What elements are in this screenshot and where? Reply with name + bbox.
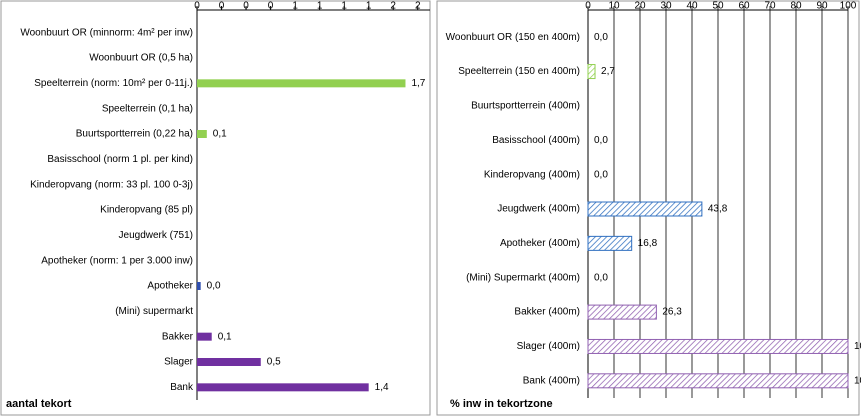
category-label: Slager (400m) [517, 341, 580, 352]
bar [587, 201, 703, 217]
category-label: Jeugdwerk (751) [119, 230, 193, 241]
x-tick-label: 70 [764, 1, 776, 12]
x-tick-label: 0 [585, 1, 591, 12]
category-label: Buurtsportterrein (0,22 ha) [76, 129, 193, 140]
value-label: 0,0 [594, 169, 608, 180]
value-label: 0,0 [207, 281, 221, 292]
value-label: 0,0 [594, 135, 608, 146]
category-label: Kinderopvang (norm: 33 pl. 100 0-3j) [30, 179, 193, 190]
x-tick-label: 1 [341, 1, 347, 12]
x-tick-label: 80 [790, 1, 802, 12]
value-label: 0,1 [218, 331, 232, 342]
value-label: 0,5 [267, 357, 281, 368]
x-tick-label: 30 [660, 1, 672, 12]
value-label: 0,0 [594, 272, 608, 283]
bar [587, 373, 849, 389]
category-label: Apotheker [147, 281, 193, 292]
category-label: Buurtsportterrein (400m) [471, 101, 580, 112]
category-label: Woonbuurt OR (0,5 ha) [89, 53, 193, 64]
x-tick-label: 20 [634, 1, 646, 12]
bar [197, 358, 261, 366]
x-tick-label: 0 [219, 1, 225, 12]
value-label: 0,0 [594, 32, 608, 43]
bar [197, 332, 212, 341]
axis-label: % inw in tekortzone [450, 398, 553, 410]
bar [587, 235, 633, 251]
category-label: (Mini) Supermarkt (400m) [466, 272, 580, 283]
category-label: Jeugdwerk (400m) [497, 204, 580, 215]
bar [197, 79, 406, 88]
x-tick-label: 40 [686, 1, 698, 12]
x-tick-label: 2 [390, 1, 396, 12]
panel-right [436, 0, 860, 416]
x-tick-label: 1 [317, 1, 323, 12]
bar [587, 64, 596, 80]
x-tick-label: 0 [194, 1, 200, 12]
value-label: 2,7 [601, 66, 615, 77]
value-label: 1,4 [375, 382, 389, 393]
value-label: 16,8 [638, 238, 658, 249]
category-label: Bank (400m) [523, 375, 580, 386]
category-label: Woonbuurt OR (minnorm: 4m² per inw) [20, 27, 193, 38]
category-label: Apotheker (norm: 1 per 3.000 inw) [41, 255, 193, 266]
x-tick-label: 1 [366, 1, 372, 12]
x-tick-label: 60 [738, 1, 750, 12]
bar [197, 383, 369, 392]
bar [197, 282, 201, 290]
category-label: Basisschool (400m) [492, 135, 580, 146]
x-tick-label: 2 [415, 1, 421, 12]
x-tick-label: 0 [243, 1, 249, 12]
x-tick-label: 10 [608, 1, 620, 12]
category-label: Speelterrein (0,1 ha) [102, 103, 193, 114]
value-label: 100,0 [854, 341, 861, 352]
category-label: Speelterrein (150 en 400m) [458, 66, 580, 77]
category-label: Woonbuurt OR (150 en 400m) [446, 32, 580, 43]
value-label: 43,8 [708, 204, 728, 215]
category-label: Speelterrein (norm: 10m² per 0-11j.) [34, 78, 193, 89]
category-label: Basisschool (norm 1 pl. per kind) [47, 154, 193, 165]
bar [587, 338, 849, 354]
x-tick-label: 1 [292, 1, 298, 12]
value-label: 100,0 [854, 375, 861, 386]
category-label: Apotheker (400m) [500, 238, 580, 249]
panel-left [0, 0, 431, 416]
value-label: 26,3 [662, 307, 682, 318]
x-tick-label: 0 [268, 1, 274, 12]
axis-label: aantal tekort [6, 398, 72, 410]
value-label: 0,1 [213, 129, 227, 140]
category-label: Bakker (400m) [514, 307, 580, 318]
category-label: Bank [170, 382, 194, 393]
category-label: Bakker [162, 331, 194, 342]
category-label: Kinderopvang (400m) [484, 169, 580, 180]
x-tick-label: 100 [840, 1, 857, 12]
category-label: (Mini) supermarkt [115, 306, 193, 317]
value-label: 1,7 [411, 78, 425, 89]
category-label: Slager [164, 357, 194, 368]
x-tick-label: 90 [816, 1, 828, 12]
x-tick-label: 50 [712, 1, 724, 12]
bar [587, 304, 657, 320]
bar [197, 130, 207, 138]
category-label: Kinderopvang (85 pl) [100, 205, 193, 216]
